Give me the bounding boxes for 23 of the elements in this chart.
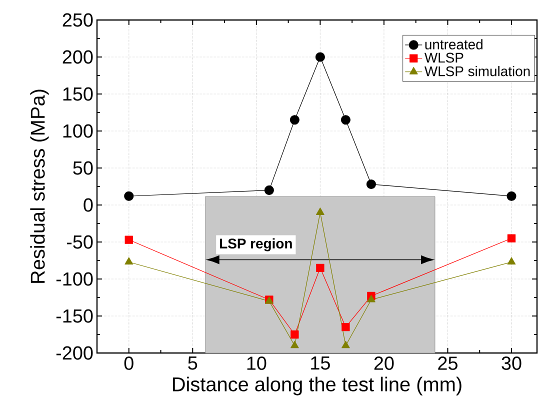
y-tick-label: 150 (63, 87, 93, 101)
x-tick-label: 10 (247, 356, 266, 370)
x-tick-label: 0 (124, 356, 134, 370)
legend-label: WLSP simulation (424, 66, 530, 76)
y-tick-label: -200 (56, 346, 93, 360)
y-tick-label: 250 (62, 13, 93, 27)
y-tick-label: -50 (66, 235, 93, 249)
legend-label: untreated (425, 39, 482, 50)
y-tick-label: 100 (63, 124, 93, 138)
x-axis-title: Distance along the test line (mm) (173, 376, 462, 396)
y-tick-label: -150 (56, 309, 93, 323)
x-tick-label: 15 (311, 356, 330, 370)
x-tick-label: 20 (374, 356, 394, 370)
x-tick-label: 5 (188, 356, 198, 370)
legend-label: WLSP (424, 52, 464, 63)
y-tick-label: 50 (73, 161, 93, 175)
band-label: LSP region (220, 238, 292, 252)
x-tick-label: 25 (438, 356, 458, 370)
y-tick-label: 200 (62, 50, 93, 64)
y-tick-label: -100 (56, 272, 93, 286)
y-tick-label: 0 (84, 198, 93, 212)
y-axis-title: Residual stress (MPa) (30, 90, 49, 283)
x-tick-label: 30 (502, 356, 522, 370)
